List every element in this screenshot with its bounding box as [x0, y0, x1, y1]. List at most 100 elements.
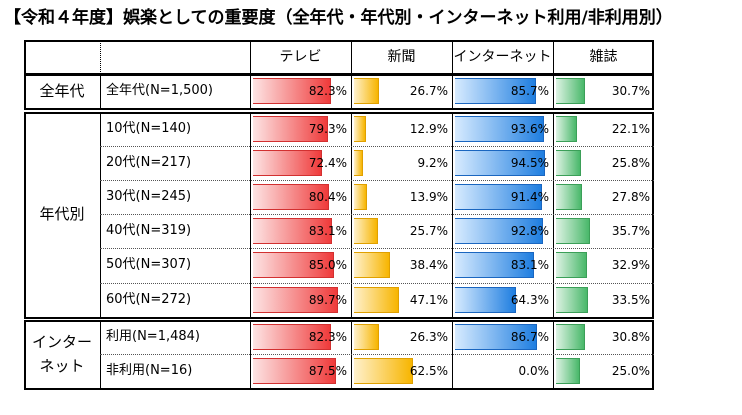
bar-net	[455, 286, 517, 313]
group-label: インター ネット	[31, 333, 92, 376]
value-label: 92.8%	[510, 224, 549, 239]
bar-tv	[253, 358, 337, 385]
bar-mag	[556, 116, 577, 143]
value-label: 0.0%	[518, 364, 550, 379]
column-header-net: インターネット	[453, 49, 552, 65]
value-label: 89.7%	[308, 292, 347, 307]
row-divider	[100, 214, 654, 216]
bar-net	[455, 184, 542, 211]
bar-paper	[354, 218, 379, 245]
value-label: 9.2%	[417, 156, 449, 171]
header-divider	[250, 40, 251, 74]
bar-tv	[253, 324, 332, 351]
bar-tv	[253, 252, 334, 279]
bar-net	[455, 324, 538, 351]
bar-mag	[556, 252, 588, 279]
bar-net	[455, 150, 545, 177]
column-header-mag: 雑誌	[589, 49, 618, 65]
value-label: 25.0%	[611, 364, 650, 379]
value-label: 33.5%	[611, 292, 650, 307]
value-label: 87.5%	[308, 364, 347, 379]
row-label: 10代(N=140)	[106, 121, 192, 136]
bar-paper	[354, 116, 367, 143]
row-label: 全年代(N=1,500)	[106, 83, 213, 98]
header-divider	[553, 40, 554, 74]
value-label: 83.1%	[510, 258, 549, 273]
value-label: 94.5%	[510, 156, 549, 171]
header-divider	[452, 40, 453, 74]
column-divider	[351, 74, 352, 109]
value-label: 12.9%	[409, 122, 448, 136]
bar-paper	[354, 286, 399, 313]
bar-tv	[253, 116, 329, 143]
value-label: 93.6%	[510, 122, 549, 136]
bar-mag	[556, 78, 586, 105]
value-label: 82.3%	[308, 330, 347, 344]
group-divider	[100, 74, 101, 109]
page-title: 【令和４年度】娯楽としての重要度（全年代・年代別・インターネット利用/非利用別）	[4, 8, 673, 28]
row-divider	[100, 146, 654, 148]
bar-mag	[556, 150, 581, 177]
value-label: 83.1%	[308, 224, 347, 239]
group-frame	[24, 320, 654, 391]
bar-paper	[354, 358, 414, 385]
group-label: 全年代	[39, 82, 85, 101]
column-divider	[250, 74, 251, 109]
value-label: 26.3%	[409, 330, 448, 344]
row-label: 20代(N=217)	[106, 155, 192, 171]
value-label: 64.3%	[510, 292, 549, 307]
bar-paper	[354, 252, 391, 279]
column-divider	[452, 74, 453, 109]
value-label: 91.4%	[510, 190, 549, 205]
value-label: 72.4%	[308, 156, 347, 171]
value-label: 47.1%	[409, 292, 448, 307]
bar-net	[455, 78, 537, 105]
value-label: 38.4%	[409, 258, 448, 273]
value-label: 30.7%	[611, 84, 650, 98]
bar-mag	[556, 286, 588, 313]
group-frame	[24, 74, 654, 111]
bar-mag	[556, 218, 590, 245]
value-label: 25.7%	[409, 224, 448, 239]
row-divider	[100, 180, 654, 182]
value-label: 30.8%	[611, 330, 650, 344]
row-divider	[100, 248, 654, 250]
column-divider	[553, 74, 554, 109]
value-label: 27.8%	[611, 190, 650, 205]
bar-paper	[354, 184, 368, 211]
value-label: 22.1%	[611, 122, 650, 136]
group-label: 年代別	[39, 205, 85, 224]
header-divider	[100, 40, 101, 74]
header-divider	[351, 40, 352, 74]
row-label: 50代(N=307)	[106, 257, 192, 273]
bar-mag	[556, 184, 583, 211]
row-divider	[100, 354, 654, 356]
bar-net	[455, 116, 544, 143]
bar-tv	[253, 218, 332, 245]
row-label: 60代(N=272)	[106, 291, 192, 307]
row-label: 利用(N=1,484)	[106, 329, 200, 344]
column-header-paper: 新聞	[387, 49, 416, 65]
row-label: 30代(N=245)	[106, 189, 192, 205]
bar-mag	[556, 324, 586, 351]
value-label: 25.8%	[611, 156, 650, 171]
bar-tv	[253, 184, 330, 211]
value-label: 35.7%	[611, 224, 650, 239]
row-label: 40代(N=319)	[106, 223, 192, 239]
bar-net	[455, 252, 534, 279]
bar-tv	[253, 150, 322, 177]
value-label: 26.7%	[409, 84, 448, 98]
bar-paper	[354, 324, 379, 351]
group-frame	[24, 112, 654, 319]
row-divider	[100, 282, 654, 284]
value-label: 32.9%	[611, 258, 650, 273]
row-label: 非利用(N=16)	[106, 363, 193, 379]
bar-mag	[556, 358, 580, 385]
bar-tv	[253, 286, 339, 313]
value-label: 85.7%	[510, 84, 549, 98]
bar-paper	[354, 150, 363, 177]
bar-tv	[253, 78, 332, 105]
value-label: 13.9%	[409, 190, 448, 205]
value-label: 82.3%	[308, 84, 347, 98]
column-header-tv: テレビ	[279, 49, 322, 65]
